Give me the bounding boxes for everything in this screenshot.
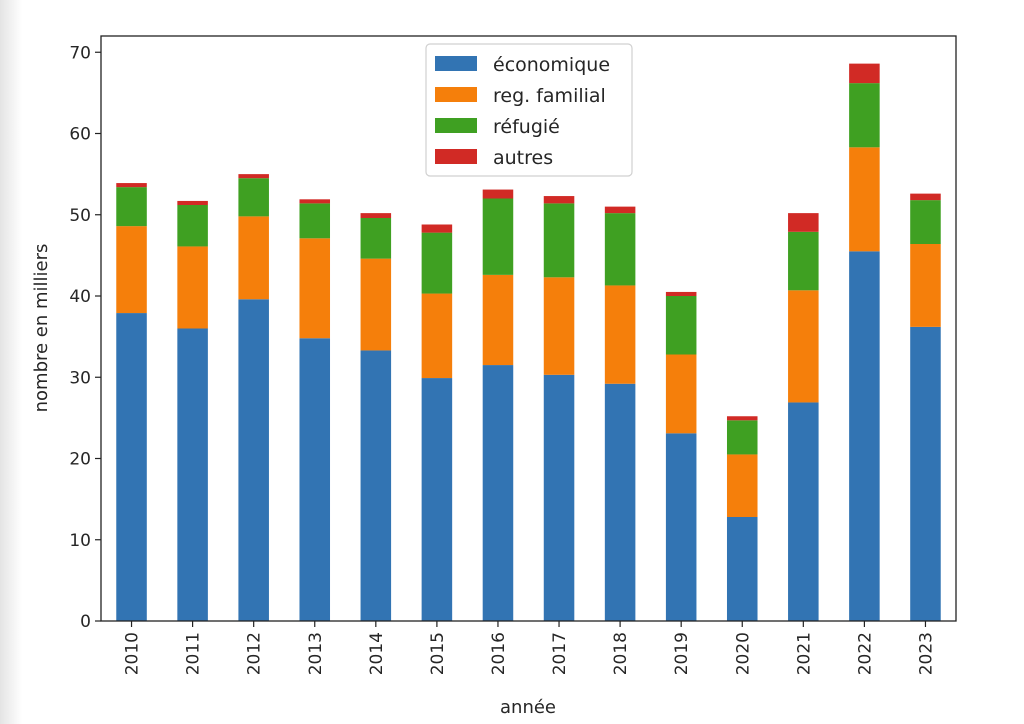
bar-2020-autres xyxy=(726,416,758,421)
legend-box xyxy=(425,43,633,177)
bar-2021-economique xyxy=(788,402,819,621)
bar-2012-autres xyxy=(238,174,269,179)
bar-2011-autres xyxy=(177,200,208,205)
bar-2019-autres xyxy=(665,291,697,296)
legend-label: réfugié xyxy=(493,116,560,138)
x-tick-label: 2016 xyxy=(489,632,509,675)
bar-2022-refugie xyxy=(849,83,880,148)
bar-2017-refugie xyxy=(543,203,575,278)
x-tick-label: 2019 xyxy=(672,632,692,675)
bar-2014-autres xyxy=(360,213,392,218)
y-tick-label: 0 xyxy=(80,612,91,632)
bar-2015-autres xyxy=(421,224,453,233)
bar-2015-reg-familial xyxy=(421,293,453,379)
legend-swatch xyxy=(435,87,477,102)
y-axis: 0 10 20 30 40 50 60 70 xyxy=(69,43,101,632)
bar-2016-autres xyxy=(482,189,514,199)
legend-swatch xyxy=(435,118,477,133)
x-tick-label: 2011 xyxy=(184,632,204,675)
x-tick-label: 2018 xyxy=(611,632,631,675)
bar-2013-reg-familial xyxy=(299,238,331,339)
bar-2019-reg-familial xyxy=(665,354,697,434)
legend-swatch xyxy=(435,56,477,71)
legend: économique reg. familial réfugié autres xyxy=(425,43,633,177)
bar-2015-refugie xyxy=(421,232,453,294)
bar-2014-economique xyxy=(360,350,392,621)
x-tick-label: 2014 xyxy=(367,632,387,675)
window-edge-shadow xyxy=(0,0,22,724)
x-tick-label: 2012 xyxy=(245,632,265,675)
bar-2017-reg-familial xyxy=(543,277,575,375)
bar-2018-economique xyxy=(604,383,636,621)
bar-2018-refugie xyxy=(604,213,636,286)
bar-2010-reg-familial xyxy=(116,226,147,314)
x-tick-label: 2020 xyxy=(733,632,753,675)
bar-2022-economique xyxy=(849,251,880,621)
y-tick-label: 20 xyxy=(69,450,91,470)
bar-2020-refugie xyxy=(726,420,758,455)
bar-2023-refugie xyxy=(910,200,941,244)
bars-group xyxy=(116,63,941,621)
y-tick-label: 10 xyxy=(69,531,91,551)
y-tick-label: 30 xyxy=(69,368,91,388)
x-tick-label: 2022 xyxy=(855,632,875,675)
x-tick-label: 2010 xyxy=(123,632,143,675)
bar-2022-autres xyxy=(849,63,880,84)
bar-2023-economique xyxy=(910,326,941,621)
x-axis: 2010 2011 2012 2013 2014 2015 2016 2017 2018 2019… xyxy=(123,621,936,675)
y-tick-label: 50 xyxy=(69,206,91,226)
y-tick-label: 60 xyxy=(69,125,91,145)
bar-2014-refugie xyxy=(360,218,392,259)
bar-2016-economique xyxy=(482,365,514,621)
bar-2021-autres xyxy=(788,213,819,232)
bar-2013-economique xyxy=(299,338,331,621)
bar-2011-refugie xyxy=(177,205,208,247)
x-tick-label: 2023 xyxy=(916,632,936,675)
bar-2011-reg-familial xyxy=(177,246,208,329)
bar-2021-reg-familial xyxy=(788,290,819,403)
bar-2019-refugie xyxy=(665,296,697,355)
x-tick-label: 2017 xyxy=(550,632,570,675)
bar-2016-refugie xyxy=(482,198,514,275)
bar-2023-autres xyxy=(910,193,941,201)
bar-2022-reg-familial xyxy=(849,147,880,252)
bar-2019-economique xyxy=(665,433,697,621)
legend-label: reg. familial xyxy=(493,85,606,107)
bar-2010-autres xyxy=(116,183,147,188)
legend-swatch xyxy=(435,149,477,164)
y-tick-label: 70 xyxy=(69,43,91,63)
bar-2013-refugie xyxy=(299,203,331,239)
bar-2012-reg-familial xyxy=(238,216,269,300)
bar-2021-refugie xyxy=(788,231,819,291)
x-axis-label: année xyxy=(500,697,556,718)
bar-2011-economique xyxy=(177,328,208,621)
bar-2012-economique xyxy=(238,299,269,621)
bar-2018-autres xyxy=(604,206,636,214)
bar-2018-reg-familial xyxy=(604,285,636,384)
legend-label: économique xyxy=(493,54,610,76)
bar-2020-reg-familial xyxy=(726,454,758,517)
bar-2023-reg-familial xyxy=(910,244,941,327)
y-tick-label: 40 xyxy=(69,287,91,307)
x-tick-label: 2015 xyxy=(428,632,448,675)
bar-2020-economique xyxy=(726,517,758,621)
bar-2017-economique xyxy=(543,374,575,621)
bar-2015-economique xyxy=(421,378,453,621)
bar-2010-economique xyxy=(116,313,147,621)
x-tick-label: 2013 xyxy=(306,632,326,675)
plot-frame xyxy=(100,35,957,622)
bar-2017-autres xyxy=(543,196,575,204)
bar-2014-reg-familial xyxy=(360,258,392,351)
x-tick-label: 2021 xyxy=(794,632,814,675)
legend-label: autres xyxy=(493,147,553,169)
y-axis-label: nombre en milliers xyxy=(31,244,52,413)
bar-2013-autres xyxy=(299,199,331,204)
bar-2010-refugie xyxy=(116,187,147,227)
bar-2016-reg-familial xyxy=(482,274,514,366)
bar-2012-refugie xyxy=(238,178,269,217)
